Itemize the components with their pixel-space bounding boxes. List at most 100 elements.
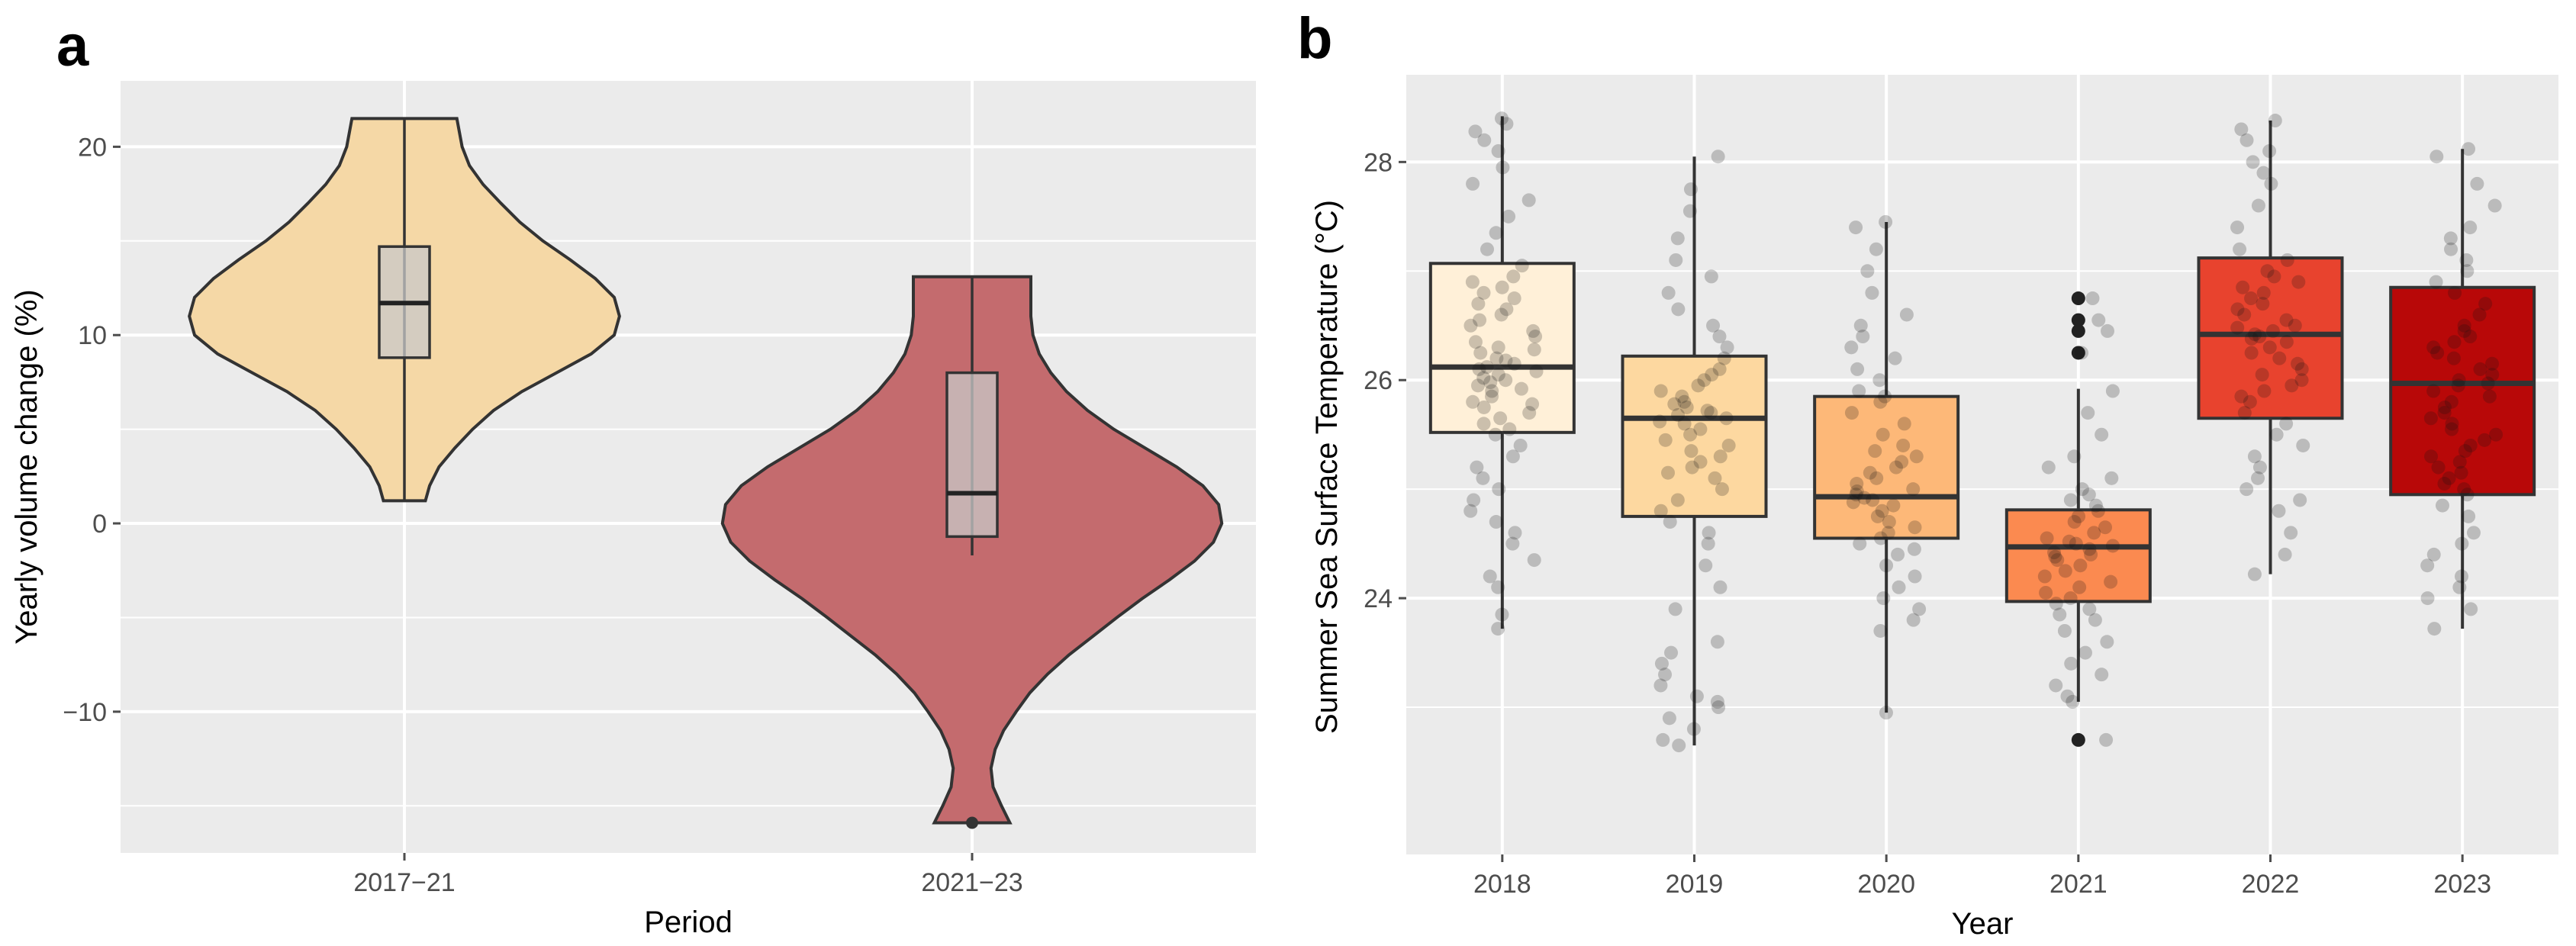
jitter-point [2269, 427, 2284, 442]
jitter-point [1704, 269, 1718, 284]
jitter-point [1866, 493, 1880, 507]
jitter-point [2256, 166, 2271, 180]
jitter-point [2444, 394, 2458, 409]
jitter-point [1476, 400, 1491, 414]
jitter-point [2075, 482, 2089, 497]
jitter-point [1711, 700, 1726, 715]
jitter-point [2078, 645, 2092, 660]
jitter-point [1705, 368, 1719, 382]
outlier-point [2071, 313, 2085, 327]
jitter-point [2082, 542, 2097, 556]
jitter-point [2105, 539, 2120, 553]
jitter-point [1505, 449, 1520, 464]
jitter-point [2268, 114, 2282, 128]
jitter-point [2049, 678, 2063, 693]
boxes [1428, 111, 2536, 753]
jitter-point [1493, 411, 1508, 426]
jitter-point [2489, 427, 2504, 442]
jitter-point [1470, 378, 1485, 393]
jitter-point [1494, 111, 1509, 126]
jitter-point [1704, 406, 1718, 420]
jitter-point [2296, 438, 2310, 452]
jitter-point [1873, 531, 1888, 545]
jitter-point [2047, 545, 2062, 560]
y-tick-label: 28 [1364, 148, 1393, 177]
jitter-point [2237, 307, 2252, 322]
jitter-point [1719, 411, 1734, 426]
jitter-point [1661, 465, 1676, 480]
box-plot-panel: 28 26 24 2018 2019 2020 2021 2022 2023 Year Summ… [1310, 75, 2558, 941]
jitter-point [1664, 645, 1679, 660]
jitter-point [2230, 302, 2245, 317]
outlier-point [966, 816, 978, 829]
jitter-point [2291, 275, 2306, 289]
outlier-point [2071, 291, 2085, 306]
jitter-point [2457, 323, 2471, 338]
jitter-point [1463, 318, 1478, 333]
box [945, 371, 999, 539]
outlier-point [2071, 732, 2085, 747]
jitter-point [2074, 346, 2088, 360]
box [2004, 508, 2152, 603]
jitter-point [1527, 343, 1541, 357]
panel-letter-a: a [56, 14, 89, 79]
jitter-point [1480, 242, 1495, 256]
jitter-point [1876, 427, 1890, 442]
jitter-point [1907, 542, 1921, 556]
jitter-point [2423, 411, 2438, 426]
jitter-point [1710, 694, 1724, 709]
jitter-point [2473, 362, 2487, 376]
jitter-point [1515, 259, 1529, 273]
jitter-point [1721, 438, 1736, 452]
jitter-point [1875, 504, 1889, 518]
jitter-point [1886, 498, 1901, 513]
jitter-point [2278, 547, 2292, 561]
jitter-point [2087, 526, 2101, 540]
jitter-point [2437, 477, 2452, 491]
jitter-point [2485, 356, 2500, 371]
jitter-point [1706, 318, 1721, 333]
jitter-point [1507, 291, 1521, 306]
jitter-point [1844, 340, 1859, 355]
jitter-point [1850, 362, 1865, 376]
jitter-point [2234, 122, 2249, 137]
jitter-point [2294, 373, 2309, 388]
jitter-point [1527, 553, 1541, 568]
jitter-point [2248, 327, 2262, 342]
jitter-point [2069, 536, 2083, 551]
jitter-point [2481, 376, 2495, 391]
jitter-point [1526, 323, 1541, 338]
jitter-point [1693, 422, 1708, 436]
box [2197, 256, 2344, 420]
jitter-point [2272, 351, 2287, 365]
jitter-point [1465, 275, 1480, 289]
jitter-point [1715, 482, 1729, 497]
jitter-point [2262, 144, 2277, 159]
jitter-point [1476, 471, 1490, 485]
jitter-point [1495, 280, 1509, 294]
jitter-point [2252, 460, 2267, 475]
panel-letter-b: b [1297, 6, 1332, 71]
jitter-point [1495, 607, 1509, 622]
jitter-point [1685, 460, 1699, 475]
jitter-point [1693, 455, 1708, 469]
jitter-point [2062, 534, 2076, 549]
y-tick-label: −10 [63, 698, 107, 727]
jitter-point [2256, 285, 2271, 300]
jitter-point [2073, 558, 2088, 573]
jitter-point [1473, 346, 1488, 360]
jitter-point [1502, 209, 1516, 224]
box [1813, 394, 1960, 540]
jitter-point [2466, 526, 2481, 540]
jitter-point [1702, 526, 1716, 540]
jitter-point [1682, 204, 1697, 218]
x-tick-label: 2020 [1857, 870, 1915, 899]
jitter-point [1653, 678, 1668, 693]
jitter-point [1470, 460, 1484, 475]
jitter-point [2081, 406, 2095, 420]
jitter-point [1483, 375, 1498, 390]
jitter-point [2444, 242, 2458, 256]
jitter-point [2091, 313, 2106, 327]
jitter-point [2463, 438, 2478, 452]
jitter-point [2098, 520, 2113, 535]
